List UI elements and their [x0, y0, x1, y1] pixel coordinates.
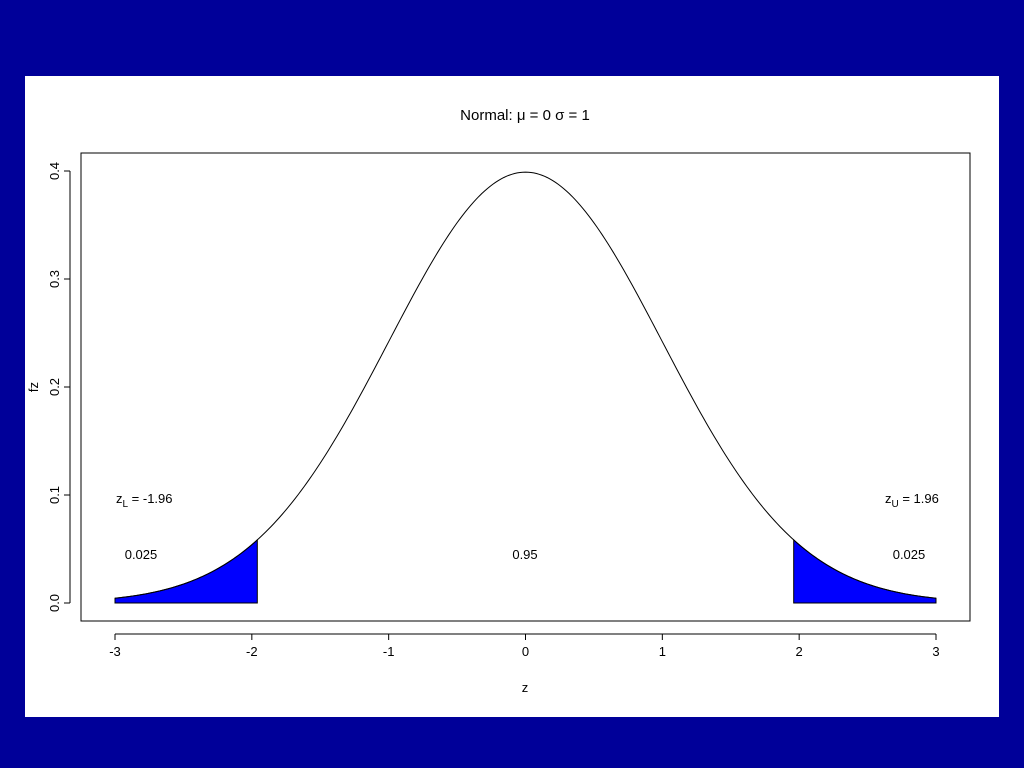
x-tick-label: -1 — [383, 644, 395, 659]
area-right-label: 0.025 — [893, 547, 926, 562]
plot-frame — [80, 152, 971, 622]
y-tick-label: 0.1 — [47, 486, 62, 504]
title-mu-value: = 0 — [526, 107, 556, 124]
x-axis: -3 -2 -1 0 1 2 3 — [109, 633, 940, 659]
chart-title: Normal: μ = 0 σ = 1 — [460, 107, 590, 124]
x-tick-label: -2 — [246, 644, 258, 659]
title-prefix: Normal: — [460, 107, 517, 124]
title-sigma-symbol: σ — [555, 107, 565, 124]
y-tick-label: 0.0 — [47, 594, 62, 612]
z-upper-sub: U — [892, 499, 899, 510]
title-mu-symbol: μ — [517, 107, 526, 124]
normal-distribution-chart: Normal: μ = 0 σ = 1 -3 -2 -1 0 1 2 3 0.0 0.1 0.2… — [26, 107, 971, 695]
area-left-label: 0.025 — [125, 547, 158, 562]
area-center-label: 0.95 — [512, 547, 537, 562]
x-tick-label: 2 — [796, 644, 803, 659]
x-tick-label: -3 — [109, 644, 121, 659]
z-lower-rest: = -1.96 — [128, 491, 172, 506]
x-tick-label: 0 — [522, 644, 529, 659]
z-lower-base: z — [116, 491, 123, 506]
x-tick-label: 3 — [932, 644, 939, 659]
z-upper-annotation: zU = 1.96 — [885, 491, 939, 510]
density-curve — [114, 171, 937, 599]
x-axis-label: z — [522, 680, 529, 695]
title-sigma-value: = 1 — [564, 107, 589, 124]
z-lower-annotation: zL = -1.96 — [116, 491, 173, 510]
y-tick-label: 0.2 — [47, 378, 62, 396]
z-lower-sub: L — [123, 499, 129, 510]
z-upper-base: z — [885, 491, 892, 506]
y-axis: 0.0 0.1 0.2 0.3 0.4 — [47, 162, 71, 612]
y-axis-label: fz — [26, 382, 41, 392]
y-tick-label: 0.3 — [47, 270, 62, 288]
chart-panel: Normal: μ = 0 σ = 1 -3 -2 -1 0 1 2 3 0.0 0.1 0.2… — [25, 76, 999, 717]
x-tick-label: 1 — [659, 644, 666, 659]
z-upper-rest: = 1.96 — [899, 491, 939, 506]
y-tick-label: 0.4 — [47, 162, 62, 180]
